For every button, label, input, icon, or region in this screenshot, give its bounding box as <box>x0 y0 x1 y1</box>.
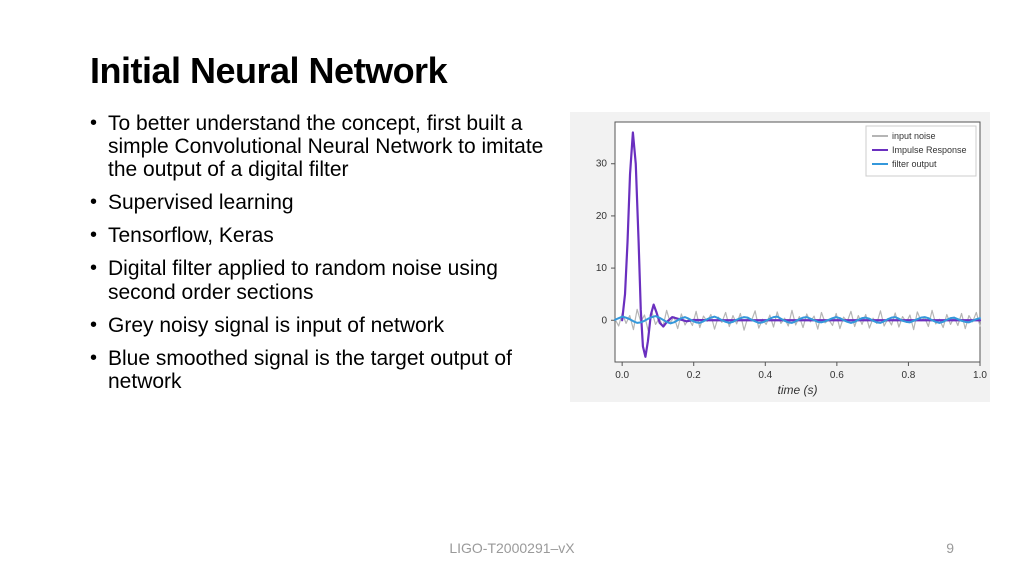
list-item: To better understand the concept, first … <box>90 112 550 181</box>
svg-text:20: 20 <box>596 211 608 222</box>
svg-text:0.2: 0.2 <box>687 370 701 381</box>
svg-text:Impulse Response: Impulse Response <box>892 145 967 155</box>
svg-text:0.6: 0.6 <box>830 370 844 381</box>
svg-text:time (s): time (s) <box>778 383 818 397</box>
svg-text:10: 10 <box>596 263 608 274</box>
svg-text:filter output: filter output <box>892 159 937 169</box>
svg-text:0.4: 0.4 <box>758 370 772 381</box>
page-title: Initial Neural Network <box>90 50 964 92</box>
footer-page-number: 9 <box>946 540 954 556</box>
bullet-list: To better understand the concept, first … <box>90 112 550 403</box>
svg-text:1.0: 1.0 <box>973 370 987 381</box>
list-item: Blue smoothed signal is the target outpu… <box>90 347 550 393</box>
svg-text:0.0: 0.0 <box>615 370 629 381</box>
list-item: Grey noisy signal is input of network <box>90 314 550 337</box>
svg-text:30: 30 <box>596 159 608 170</box>
list-item: Supervised learning <box>90 191 550 214</box>
svg-text:0.8: 0.8 <box>901 370 915 381</box>
list-item: Tensorflow, Keras <box>90 224 550 247</box>
list-item: Digital filter applied to random noise u… <box>90 257 550 303</box>
signal-chart: 0.0 0.2 0.4 0.6 0.8 1.0 0 10 20 30 time (s) input n… <box>570 112 990 403</box>
svg-text:input noise: input noise <box>892 131 936 141</box>
svg-text:0: 0 <box>601 315 607 326</box>
footer-doc-id: LIGO-T2000291–vX <box>0 540 1024 556</box>
